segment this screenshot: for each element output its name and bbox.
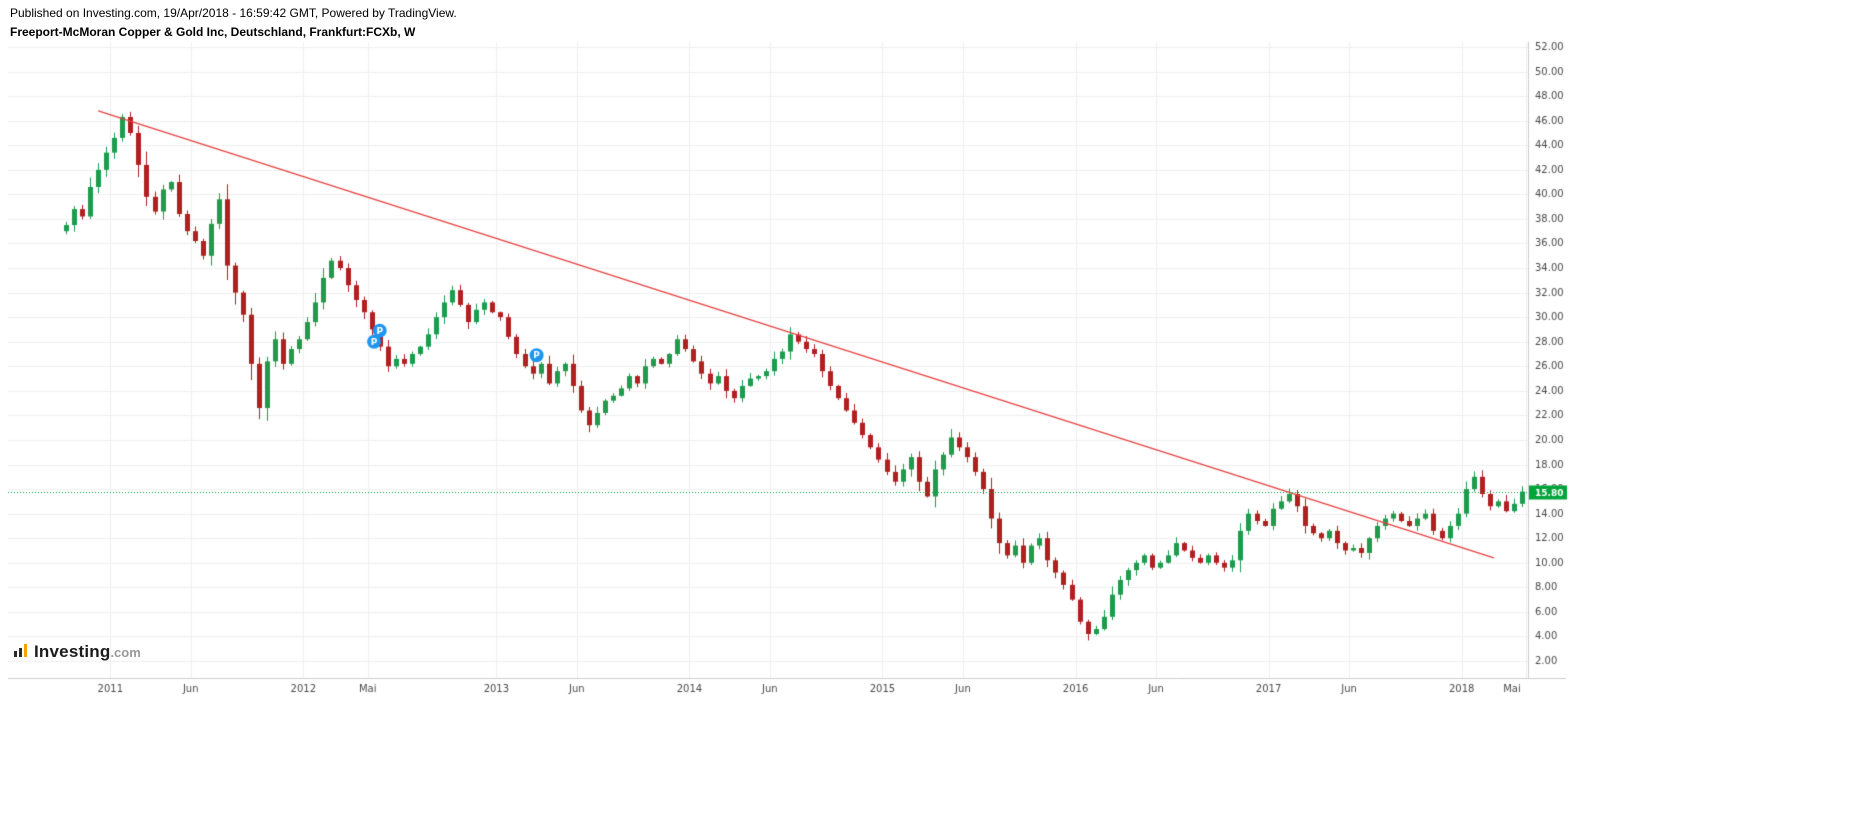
instrument-title: Freeport-McMoran Copper & Gold Inc, Deut… xyxy=(10,25,416,39)
investing-logo-suffix: .com xyxy=(110,645,141,660)
published-line: Published on Investing.com, 19/Apr/2018 … xyxy=(10,6,457,20)
investing-logo-text: Investing xyxy=(34,642,111,661)
investing-logo: Investing .com xyxy=(14,642,141,662)
chart-header: Published on Investing.com, 19/Apr/2018 … xyxy=(10,6,457,39)
investing-logo-icon xyxy=(14,644,29,657)
